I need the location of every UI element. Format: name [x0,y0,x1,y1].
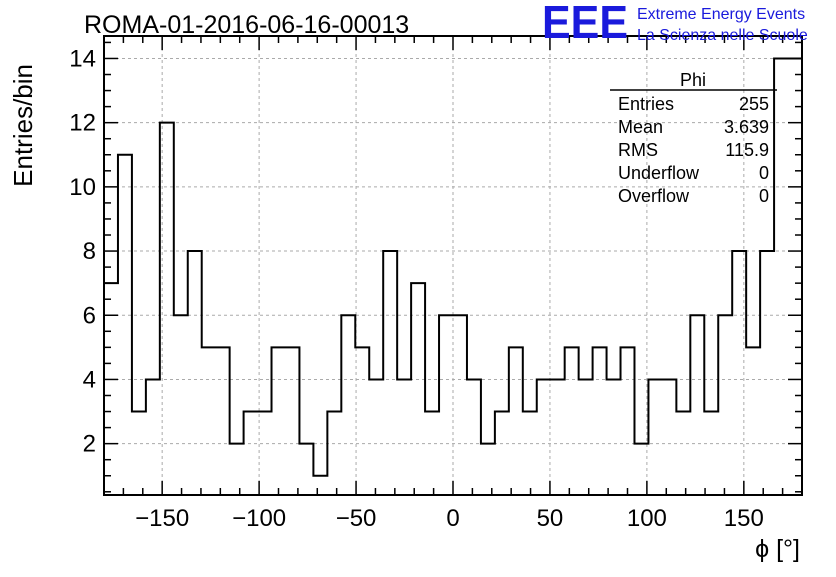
brand-line-1: Extreme Energy Events [637,6,805,23]
histogram-bin [523,412,537,495]
histogram-bin [244,412,258,495]
stats-title: Phi [680,70,706,90]
histogram-bin [788,58,802,495]
x-axis-label: ϕ [°] [755,535,800,563]
histogram-bin [453,315,467,495]
histogram-bin [272,347,286,495]
stats-label-entries: Entries [618,94,674,114]
x-tick-label: 150 [724,505,764,532]
histogram-bin [425,412,439,495]
histogram-bin [327,412,341,495]
histogram-bin [690,315,704,495]
histogram-bin [579,379,593,495]
x-tick-label: 50 [537,505,564,532]
histogram-bin [718,315,732,495]
histogram-bin [774,58,788,495]
y-tick-label: 12 [69,110,96,137]
stats-label-mean: Mean [618,117,663,137]
histogram-bin [551,379,565,495]
stats-box: Phi Entries 255 Mean 3.639 RMS 115.9 Und… [610,70,777,206]
brand-line-2: La Scienza nelle Scuole [637,27,808,44]
histogram-bin [481,444,495,495]
histogram-bin [146,379,160,495]
histogram-bin [593,347,607,495]
y-tick-label: 6 [83,302,96,329]
histogram-bin [676,412,690,495]
histogram-bin [132,412,146,495]
histogram-bin [439,315,453,495]
histogram-bin [202,347,216,495]
stats-value-underflow: 0 [759,163,769,183]
histogram-outline [103,57,803,495]
histogram-bin [495,412,509,495]
axis-ticks [103,36,803,495]
x-tick-label: −50 [336,505,377,532]
histogram-bin [607,379,621,495]
stats-label-rms: RMS [618,140,658,160]
chart-title: ROMA-01-2016-06-16-00013 [84,11,409,39]
histogram-bin [662,379,676,495]
stats-value-overflow: 0 [759,186,769,206]
stats-value-entries: 255 [739,94,769,114]
histogram-bin [397,379,411,495]
histogram-bin [369,379,383,495]
histogram-bin [383,251,397,495]
histogram-bin [299,444,313,495]
histogram-bin [355,347,369,495]
stats-label-underflow: Underflow [618,163,700,183]
histogram-bin [285,347,299,495]
histogram-bin [621,347,635,495]
histogram-bin [188,251,202,495]
y-tick-label: 2 [83,431,96,458]
histogram-bin [537,379,551,495]
histogram-bin [746,347,760,495]
x-tick-labels: −150 −100 −50 0 50 100 150 [135,505,764,532]
histogram-bin [341,315,355,495]
grid-lines [104,36,802,495]
y-tick-labels: 2 4 6 8 10 12 14 [69,45,96,457]
histogram-bin [509,347,523,495]
y-tick-label: 10 [69,174,96,201]
histogram-bin [704,412,718,495]
stats-value-rms: 115.9 [725,140,769,160]
histogram-bin [648,379,662,495]
histogram-bin [230,444,244,495]
y-axis-label: Entries/bin [8,64,38,187]
y-tick-label: 14 [69,45,96,72]
x-tick-label: −150 [135,505,189,532]
x-tick-label: 0 [446,505,459,532]
histogram-bin [174,315,188,495]
histogram-bin [313,476,327,495]
x-tick-label: −100 [232,505,286,532]
histogram-bin [565,347,579,495]
histogram-bin [216,347,230,495]
stats-label-overflow: Overflow [618,186,690,206]
histogram-bin [467,379,481,495]
histogram-bin [760,251,774,495]
y-tick-label: 8 [83,238,96,265]
stats-value-mean: 3.639 [724,117,769,137]
x-tick-label: 100 [627,505,667,532]
y-tick-label: 4 [83,366,96,393]
eee-logo: EEE [542,0,628,48]
